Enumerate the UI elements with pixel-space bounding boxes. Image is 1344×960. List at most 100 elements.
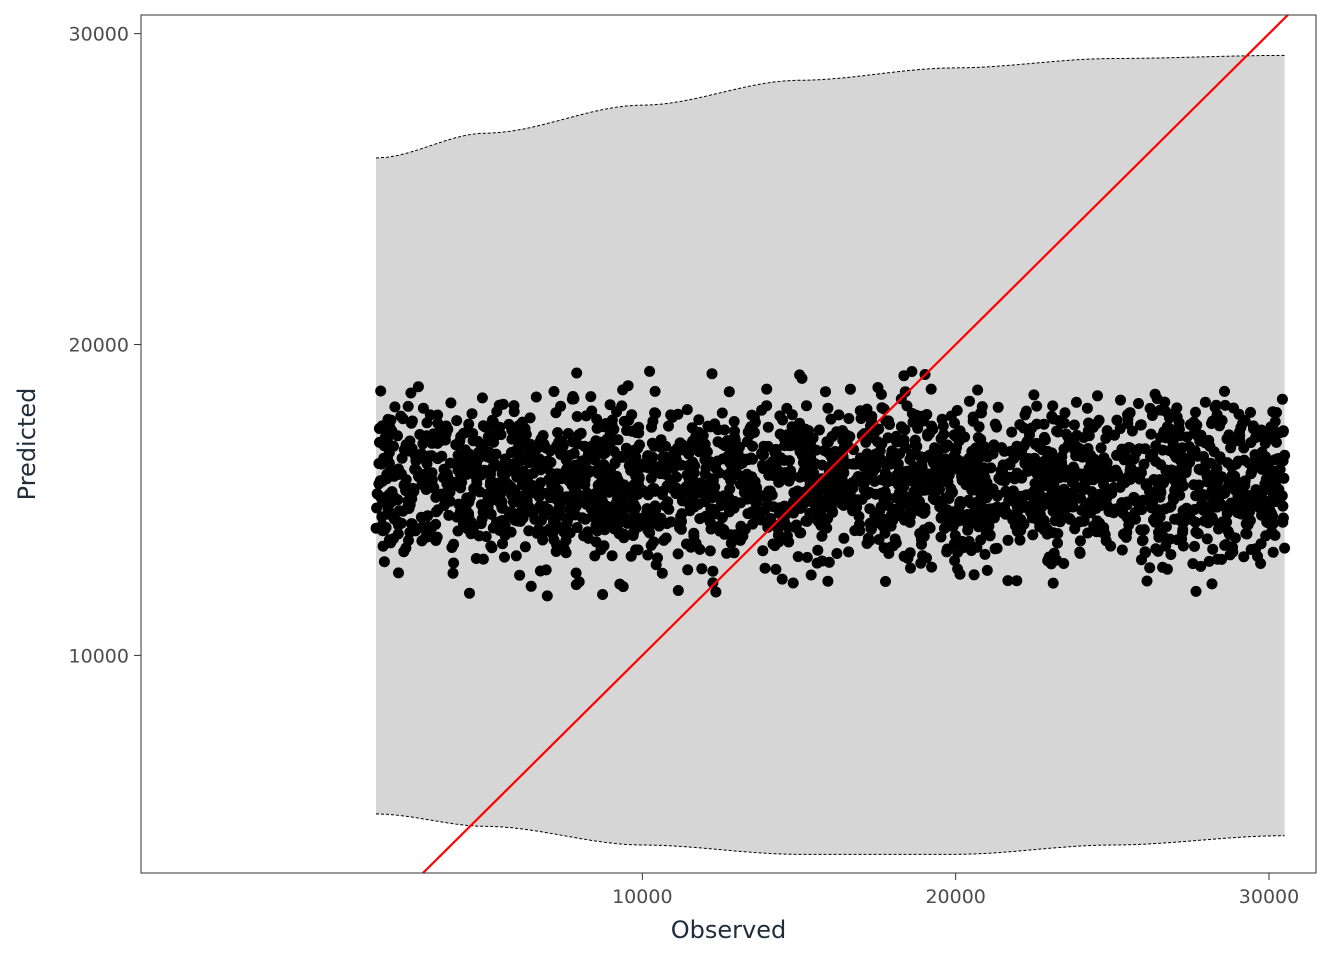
- scatter-point: [560, 450, 572, 462]
- scatter-point: [682, 564, 694, 576]
- scatter-point: [586, 405, 598, 417]
- scatter-point: [802, 495, 814, 507]
- scatter-point: [1211, 482, 1223, 493]
- scatter-point: [548, 386, 560, 397]
- scatter-point: [767, 456, 779, 467]
- scatter-point: [672, 408, 684, 420]
- scatter-point: [759, 504, 771, 516]
- scatter-point: [867, 432, 879, 444]
- scatter-point: [631, 423, 643, 435]
- scatter-point: [1148, 514, 1159, 526]
- scatter-point: [861, 488, 873, 500]
- scatter-point: [486, 463, 498, 475]
- scatter-point: [1048, 489, 1060, 501]
- scatter-point: [973, 521, 984, 533]
- scatter-point: [805, 569, 817, 581]
- y-tick-label: 10000: [69, 645, 129, 667]
- scatter-point: [761, 383, 773, 395]
- scatter-point: [377, 525, 389, 537]
- scatter-point: [1243, 457, 1255, 469]
- scatter-point: [430, 518, 442, 530]
- scatter-point: [1239, 507, 1251, 519]
- scatter-point: [1226, 437, 1238, 449]
- scatter-point: [476, 392, 488, 404]
- scatter-point: [432, 417, 444, 429]
- scatter-point: [646, 421, 657, 433]
- scatter-point: [490, 516, 502, 528]
- scatter-point: [544, 492, 556, 504]
- scatter-point: [915, 484, 927, 496]
- scatter-point: [1115, 394, 1126, 406]
- scatter-point: [392, 430, 403, 442]
- scatter-point: [756, 404, 768, 416]
- scatter-point: [568, 467, 580, 479]
- scatter-point: [681, 469, 693, 481]
- scatter-point: [509, 457, 521, 469]
- scatter-point: [562, 428, 574, 439]
- scatter-point: [598, 421, 610, 433]
- scatter-point: [702, 420, 714, 432]
- scatter-point: [1207, 543, 1219, 555]
- scatter-point: [976, 401, 988, 413]
- scatter-point: [712, 455, 724, 467]
- scatter-point: [1068, 463, 1080, 475]
- scatter-point: [530, 391, 542, 403]
- scatter-point: [645, 539, 657, 551]
- scatter-point: [1192, 528, 1204, 540]
- scatter-point: [476, 469, 488, 481]
- scatter-point: [1212, 553, 1223, 565]
- scatter-point: [416, 535, 428, 547]
- scatter-point: [1107, 505, 1119, 517]
- scatter-point: [622, 487, 634, 499]
- scatter-point: [405, 387, 417, 399]
- scatter-point: [681, 404, 693, 416]
- scatter-point: [890, 537, 902, 549]
- scatter-point: [403, 440, 415, 451]
- scatter-point: [1122, 413, 1134, 425]
- scatter-point: [745, 421, 757, 433]
- scatter-point: [828, 495, 840, 506]
- scatter-point: [707, 577, 719, 589]
- scatter-point: [854, 405, 866, 417]
- scatter-point: [684, 499, 696, 511]
- scatter-point: [536, 504, 548, 516]
- scatter-point: [823, 556, 835, 568]
- scatter-point: [478, 443, 490, 455]
- scatter-point: [748, 411, 760, 423]
- scatter-point: [1256, 509, 1268, 521]
- scatter-point: [1069, 523, 1081, 535]
- scatter-point: [630, 544, 642, 556]
- scatter-point: [1279, 449, 1291, 461]
- scatter-point: [1085, 507, 1097, 519]
- scatter-point: [807, 469, 819, 481]
- scatter-point: [862, 532, 874, 544]
- scatter-point: [981, 564, 993, 576]
- scatter-point: [1092, 390, 1103, 402]
- scatter-point: [570, 480, 582, 492]
- scatter-point: [1031, 512, 1043, 524]
- scatter-point: [1177, 540, 1189, 552]
- scatter-point: [432, 409, 444, 421]
- scatter-point: [1277, 500, 1289, 512]
- scatter-point: [904, 501, 916, 513]
- scatter-point: [786, 421, 798, 433]
- scatter-point: [1066, 487, 1078, 499]
- scatter-point: [1250, 484, 1262, 496]
- scatter-point: [1184, 456, 1196, 468]
- scatter-point: [911, 441, 923, 452]
- scatter-point: [1267, 423, 1279, 435]
- scatter-point: [416, 522, 428, 533]
- scatter-point: [586, 440, 598, 452]
- scatter-point: [604, 399, 616, 411]
- scatter-point: [1205, 491, 1217, 503]
- scatter-point: [973, 461, 985, 473]
- scatter-point: [1276, 490, 1288, 502]
- scatter-point: [571, 367, 583, 379]
- scatter-point: [589, 550, 601, 562]
- scatter-point: [1057, 504, 1069, 516]
- scatter-point: [716, 407, 728, 419]
- scatter-point: [744, 483, 756, 495]
- scatter-point: [790, 489, 802, 501]
- scatter-point: [1081, 402, 1093, 414]
- scatter-point: [491, 488, 503, 500]
